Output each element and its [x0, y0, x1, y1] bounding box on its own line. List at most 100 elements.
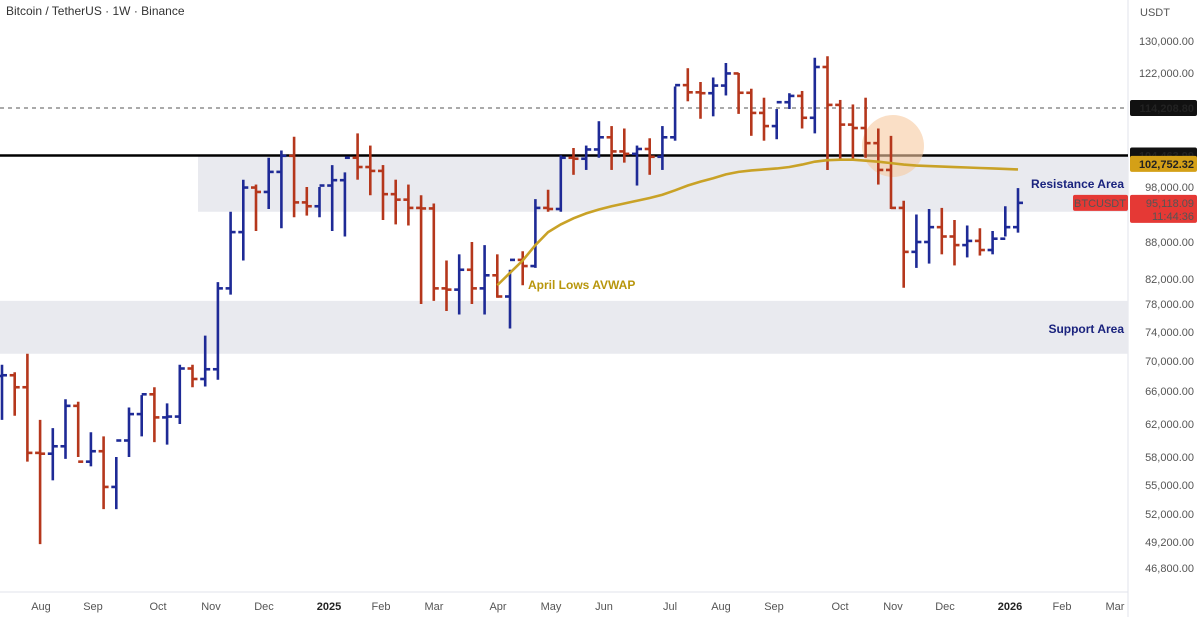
price-tick-label: 74,000.00 — [1145, 327, 1194, 339]
ohlc-bar — [974, 228, 985, 256]
price-tick-label: 130,000.00 — [1139, 36, 1194, 48]
ohlc-bar — [746, 88, 757, 136]
time-tick-label: Jun — [595, 601, 613, 613]
ohlc-bar — [428, 203, 439, 301]
ohlc-bar — [543, 189, 554, 212]
ohlc-bar — [35, 419, 46, 545]
ohlc-bar — [314, 184, 325, 218]
price-label-box — [1130, 155, 1197, 172]
ohlc-bar — [0, 364, 7, 420]
price-tick-label: 88,000.00 — [1145, 237, 1194, 249]
time-tick-label: 2026 — [998, 601, 1022, 613]
ohlc-bar — [733, 72, 744, 114]
ohlc-bar — [568, 148, 579, 175]
symbol-tag-text: BTCUSDT — [1074, 198, 1126, 210]
ohlc-bar — [60, 399, 71, 459]
ohlc-bar — [530, 199, 541, 268]
time-tick-label: Dec — [254, 601, 274, 613]
ohlc-bar — [606, 126, 617, 170]
ohlc-bar — [212, 282, 223, 380]
highlight-circle — [862, 115, 924, 177]
price-tick-label: 70,000.00 — [1145, 356, 1194, 368]
ohlc-bar — [759, 97, 769, 141]
ohlc-bar — [47, 428, 58, 481]
ohlc-bar — [378, 165, 388, 220]
ohlc-bar — [276, 150, 287, 229]
price-label-gold: 102,752.32 — [1130, 155, 1197, 172]
ohlc-bar — [797, 90, 808, 129]
ohlc-bar — [505, 258, 515, 329]
time-tick-label: Nov — [201, 601, 221, 613]
ohlc-bar — [416, 195, 427, 304]
ohlc-bar — [936, 207, 947, 255]
symbol-tag — [1073, 194, 1128, 211]
time-tick-label: Sep — [764, 601, 784, 613]
ohlc-bar — [263, 157, 274, 209]
ohlc-bar — [1000, 206, 1011, 240]
support-zone — [0, 300, 1128, 354]
ohlc-bar — [822, 56, 833, 170]
ohlc-bar — [22, 353, 33, 462]
ohlc-bar — [162, 403, 173, 445]
price-tick-label: 62,000.00 — [1145, 419, 1194, 431]
ohlc-bar — [339, 156, 350, 237]
ohlc-bar — [809, 57, 820, 134]
ohlc-bar — [949, 220, 960, 266]
time-tick-label: Aug — [31, 601, 51, 613]
ohlc-bar — [644, 138, 655, 175]
ohlc-bar — [708, 77, 719, 117]
ohlc-bar — [657, 126, 668, 170]
time-tick-label: Aug — [711, 601, 731, 613]
ohlc-bar — [581, 145, 592, 170]
ohlc-bar — [390, 179, 401, 225]
ohlc-bar — [73, 401, 84, 463]
price-label-text: 102,752.32 — [1139, 159, 1194, 171]
price-tick-label: 66,000.00 — [1145, 386, 1194, 398]
ohlc-bar — [327, 165, 338, 231]
ohlc-bar — [695, 81, 706, 119]
ohlc-bar — [847, 104, 858, 161]
ohlc-bar — [479, 245, 490, 315]
current-price-text: 95,118.09 — [1146, 198, 1194, 210]
countdown-text: 11:44:36 — [1152, 211, 1194, 223]
price-tick-label: 46,800.00 — [1145, 563, 1194, 575]
resistance-area-label: Resistance Area — [1031, 177, 1124, 191]
ohlc-bar — [682, 68, 693, 102]
ohlc-bar — [149, 387, 160, 443]
time-tick-label: Dec — [935, 601, 955, 613]
ohlc-bar — [670, 83, 681, 141]
time-tick-label: Oct — [149, 601, 166, 613]
ohlc-bar — [225, 211, 236, 295]
ohlc-bar — [771, 100, 782, 140]
ohlc-bar — [441, 260, 452, 311]
time-tick-label: Jul — [663, 601, 677, 613]
avwap-line — [496, 158, 1019, 287]
ohlc-bar — [898, 200, 909, 288]
current-price-box — [1130, 194, 1197, 223]
time-tick-label: May — [541, 601, 562, 613]
ohlc-bar — [238, 179, 249, 261]
price-label-dark: 114,208.80 — [1130, 100, 1197, 116]
ohlc-bar — [289, 136, 300, 218]
ohlc-bar — [301, 187, 312, 216]
time-tick-label: Mar — [1106, 601, 1125, 613]
ohlc-bar — [593, 121, 604, 158]
price-label-text: 114,208.80 — [1140, 103, 1194, 115]
ohlc-bar — [403, 184, 414, 226]
ohlc-bar — [200, 335, 211, 387]
ohlc-bars — [0, 56, 1023, 545]
avwap-label: April Lows AVWAP — [528, 278, 635, 292]
price-tick-label: 49,200.00 — [1145, 537, 1194, 549]
time-tick-label: Sep — [83, 601, 103, 613]
support-area-label: Support Area — [1048, 322, 1124, 336]
ohlc-bar — [454, 254, 465, 315]
price-label-box — [1130, 100, 1197, 116]
ohlc-bar — [835, 99, 846, 161]
price-tick-label: 98,000.00 — [1145, 182, 1194, 194]
ohlc-bar — [860, 97, 871, 158]
ohlc-bar — [873, 128, 884, 185]
ohlc-bar — [365, 145, 376, 196]
ohlc-bar — [987, 231, 998, 255]
